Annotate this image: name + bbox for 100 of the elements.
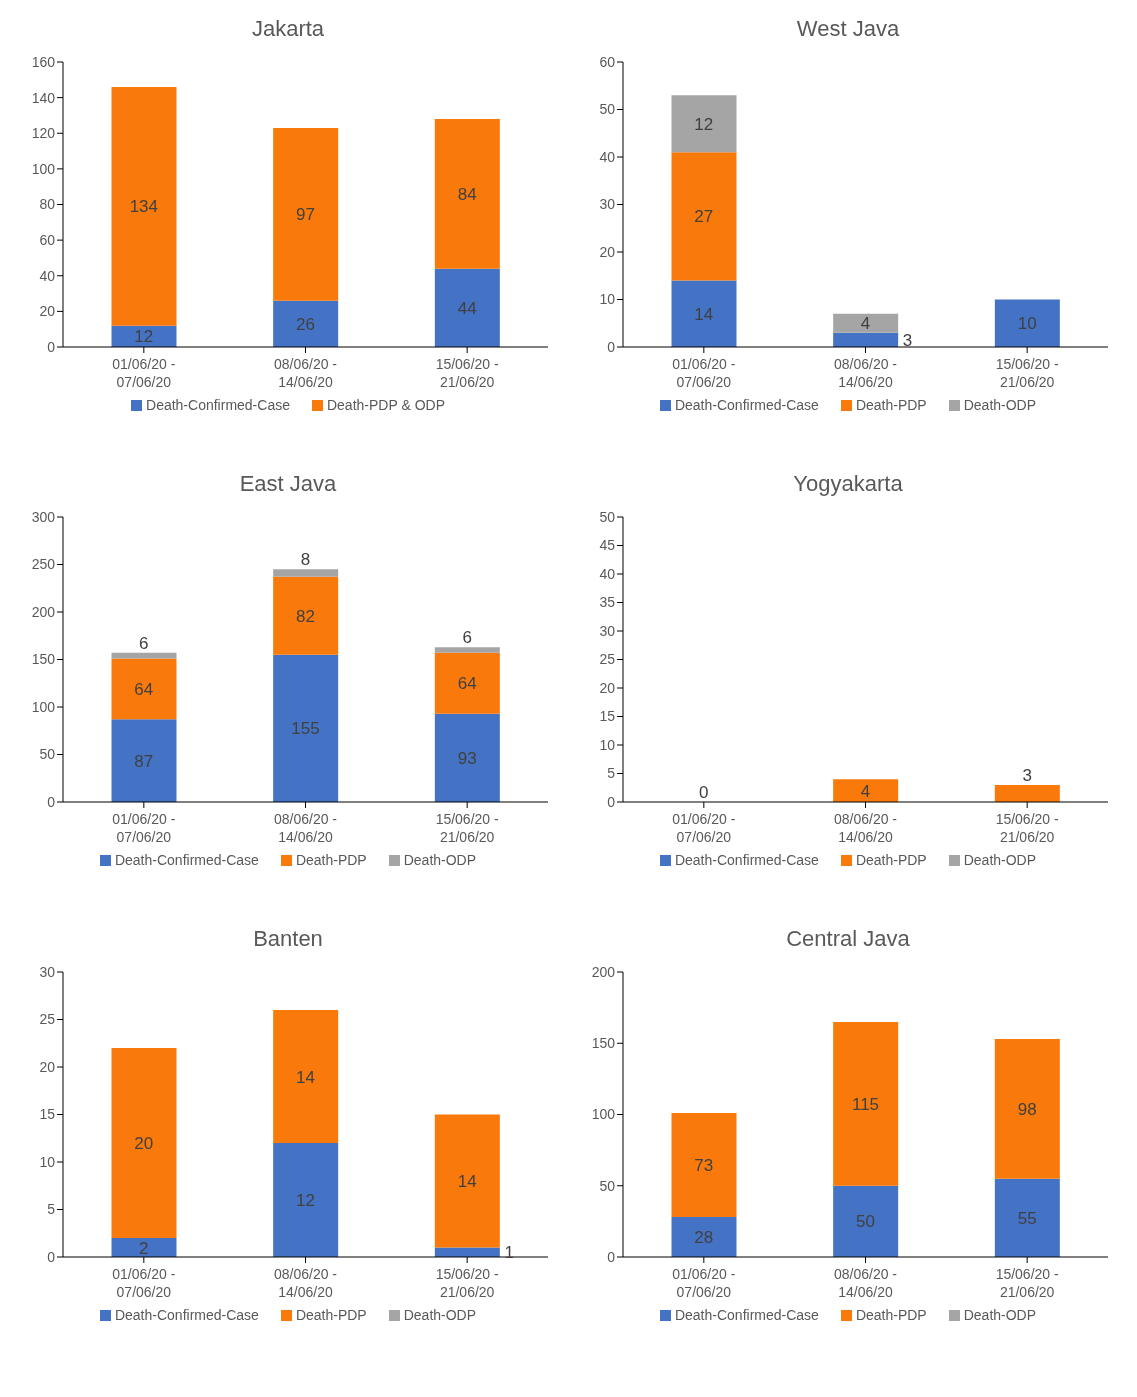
chart-title: East Java xyxy=(239,471,337,497)
y-tick-label: 60 xyxy=(599,53,616,70)
y-tick-label: 5 xyxy=(47,1201,56,1218)
y-tick-label: 5 xyxy=(607,765,616,782)
legend-label: Death-PDP xyxy=(854,397,927,413)
data-label: 2 xyxy=(139,1238,149,1258)
data-label: 12 xyxy=(694,114,714,134)
y-tick-label: 0 xyxy=(607,1248,616,1265)
data-label: 64 xyxy=(134,679,154,699)
bar xyxy=(273,127,339,301)
y-tick-label: 50 xyxy=(599,101,616,118)
legend-label: Death-ODP xyxy=(962,397,1037,413)
y-tick-label: 140 xyxy=(31,89,56,106)
bar xyxy=(994,299,1060,347)
bar xyxy=(434,647,500,653)
y-tick-label: 160 xyxy=(31,53,56,70)
bar xyxy=(434,713,500,802)
y-tick-label: 20 xyxy=(599,679,616,696)
bar xyxy=(111,1238,177,1257)
legend-label: Death-PDP xyxy=(294,1307,367,1323)
x-tick-label: 01/06/20 - 07/06/20 xyxy=(672,356,736,390)
data-label: 20 xyxy=(134,1134,154,1153)
bar xyxy=(273,1010,339,1143)
x-tick-label: 01/06/20 - 07/06/20 xyxy=(672,811,736,845)
legend-label: Death-PDP xyxy=(854,1307,927,1323)
data-label: 98 xyxy=(1017,1099,1037,1119)
legend-label: Death-ODP xyxy=(402,852,477,868)
x-tick-label: 08/06/20 - 14/06/20 xyxy=(273,1266,338,1300)
bar xyxy=(994,1178,1060,1257)
data-label: 6 xyxy=(462,628,472,648)
bar xyxy=(434,652,500,714)
y-tick-label: 20 xyxy=(39,1058,56,1075)
x-tick-label: 15/06/20 - 21/06/20 xyxy=(435,811,500,845)
bar xyxy=(434,119,500,269)
data-label: 73 xyxy=(694,1156,714,1176)
bar xyxy=(671,1113,737,1218)
data-label: 64 xyxy=(457,674,477,694)
y-tick-label: 120 xyxy=(31,125,56,142)
legend-label: Death-PDP xyxy=(854,852,927,868)
bar xyxy=(833,332,899,347)
y-tick-label: 35 xyxy=(599,594,616,611)
y-tick-label: 40 xyxy=(39,267,56,284)
bar xyxy=(273,576,339,655)
data-label: 12 xyxy=(296,1191,315,1210)
data-label: 26 xyxy=(296,314,315,334)
data-label: 3 xyxy=(1022,765,1032,785)
bar xyxy=(273,1143,339,1257)
data-label: 14 xyxy=(694,304,714,324)
y-tick-label: 15 xyxy=(599,708,616,725)
y-tick-label: 100 xyxy=(31,698,56,715)
x-tick-label: 08/06/20 - 14/06/20 xyxy=(833,356,898,390)
legend-label: Death-PDP & ODP xyxy=(325,397,445,413)
legend-label: Death-Confirmed-Case xyxy=(145,397,290,413)
data-label: 14 xyxy=(296,1067,315,1087)
y-tick-label: 200 xyxy=(591,963,616,980)
data-label: 0 xyxy=(699,783,709,802)
y-tick-label: 30 xyxy=(599,196,616,213)
y-tick-label: 0 xyxy=(607,793,616,810)
bar xyxy=(111,719,177,802)
data-label: 14 xyxy=(457,1172,477,1191)
bar xyxy=(833,1185,899,1257)
legend-label: Death-Confirmed-Case xyxy=(673,1307,819,1323)
y-tick-label: 20 xyxy=(599,243,616,260)
chart-title: Yogyakarta xyxy=(793,471,903,497)
y-tick-label: 15 xyxy=(39,1106,56,1123)
data-label: 27 xyxy=(694,207,714,227)
y-tick-label: 25 xyxy=(599,651,616,668)
y-tick-label: 0 xyxy=(47,338,56,355)
bar xyxy=(671,95,737,153)
data-label: 115 xyxy=(851,1094,880,1114)
bar xyxy=(111,652,177,659)
y-tick-label: 300 xyxy=(31,508,56,525)
y-tick-label: 0 xyxy=(47,793,56,810)
bar xyxy=(434,1114,500,1248)
y-tick-label: 10 xyxy=(599,291,616,308)
bar xyxy=(111,86,177,326)
y-tick-label: 250 xyxy=(31,556,56,573)
data-label: 4 xyxy=(860,314,871,334)
bar xyxy=(434,268,500,347)
x-tick-label: 01/06/20 - 07/06/20 xyxy=(672,1266,736,1300)
data-label: 134 xyxy=(129,197,159,217)
y-tick-label: 150 xyxy=(31,651,56,668)
y-tick-label: 100 xyxy=(591,1106,616,1123)
x-tick-label: 08/06/20 - 14/06/20 xyxy=(273,356,338,390)
data-label: 12 xyxy=(134,327,154,347)
bar xyxy=(671,152,737,281)
bar xyxy=(273,654,339,802)
x-tick-label: 15/06/20 - 21/06/20 xyxy=(995,356,1060,390)
data-label: 82 xyxy=(296,606,315,626)
x-tick-label: 01/06/20 - 07/06/20 xyxy=(112,356,176,390)
legend-label: Death-ODP xyxy=(402,1307,477,1323)
data-label: 4 xyxy=(860,781,871,801)
y-tick-label: 50 xyxy=(599,508,616,525)
y-tick-label: 150 xyxy=(591,1035,616,1052)
y-tick-label: 50 xyxy=(39,746,56,763)
y-tick-label: 30 xyxy=(599,622,616,639)
data-label: 97 xyxy=(296,205,315,225)
bar xyxy=(273,569,339,577)
legend-label: Death-Confirmed-Case xyxy=(673,397,819,413)
legend-label: Death-Confirmed-Case xyxy=(113,852,259,868)
